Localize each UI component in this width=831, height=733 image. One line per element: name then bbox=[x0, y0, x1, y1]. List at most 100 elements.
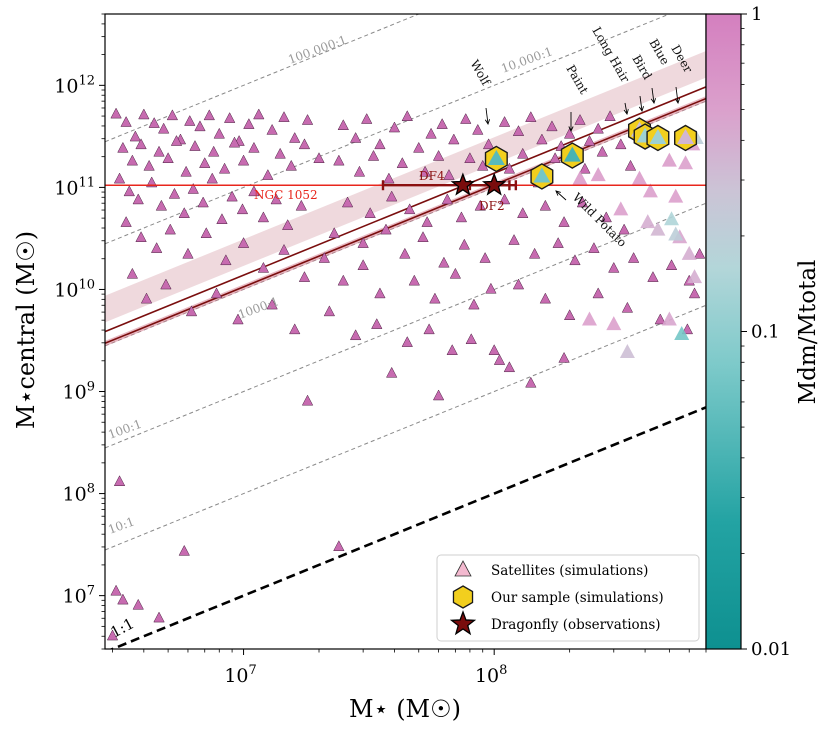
satellite-marker bbox=[539, 199, 552, 211]
satellite-marker bbox=[126, 267, 139, 279]
satellite-marker bbox=[592, 287, 604, 299]
satellite-marker bbox=[472, 123, 484, 135]
satellite-marker bbox=[401, 110, 413, 122]
satellite-marker bbox=[661, 152, 677, 167]
satellite-marker bbox=[525, 376, 537, 388]
relation-band-upper bbox=[105, 50, 706, 323]
arrow-wild-potato bbox=[555, 190, 567, 201]
satellite-marker bbox=[146, 176, 158, 188]
satellite-marker bbox=[546, 120, 558, 132]
satellite-marker bbox=[413, 141, 425, 153]
satellite-marker bbox=[126, 154, 139, 166]
legend-star-icon bbox=[449, 610, 477, 636]
satellite-marker bbox=[236, 203, 249, 215]
y-tick-label-9: 109 bbox=[63, 380, 95, 404]
satellite-marker bbox=[364, 207, 376, 218]
satellite-markers bbox=[106, 107, 706, 641]
satellite-marker bbox=[361, 113, 373, 124]
arrow-long-hair bbox=[624, 102, 628, 115]
satellite-marker bbox=[423, 323, 435, 335]
satellite-marker bbox=[464, 152, 476, 163]
sample-triangle-wolf bbox=[487, 149, 505, 165]
satellite-marker bbox=[153, 145, 165, 157]
satellite-marker bbox=[257, 261, 270, 273]
satellite-marker bbox=[647, 271, 659, 282]
satellite-marker bbox=[337, 119, 349, 131]
satellite-marker bbox=[129, 130, 142, 142]
satellite-marker bbox=[650, 221, 666, 236]
satellite-marker bbox=[223, 112, 236, 123]
satellite-marker bbox=[357, 259, 369, 270]
satellite-marker bbox=[606, 316, 622, 331]
satellite-marker bbox=[624, 159, 637, 171]
satellite-marker bbox=[185, 305, 198, 317]
satellite-marker bbox=[135, 138, 147, 150]
satellite-marker bbox=[512, 125, 525, 136]
sample-triangle-paint bbox=[563, 146, 581, 162]
satellite-marker bbox=[216, 213, 228, 224]
satellite-marker bbox=[237, 154, 250, 166]
satellite-marker bbox=[493, 354, 506, 365]
satellite-marker bbox=[189, 140, 201, 151]
satellite-marker bbox=[668, 188, 684, 203]
df2-label: DF2 bbox=[479, 199, 505, 213]
satellite-marker bbox=[572, 170, 588, 185]
ratio-line-100 bbox=[105, 202, 706, 449]
satellite-marker bbox=[153, 611, 165, 623]
satellite-marker bbox=[503, 361, 516, 373]
satellite-marker bbox=[298, 271, 311, 282]
satellite-marker bbox=[203, 109, 215, 121]
colorbar-tick-label: 1 bbox=[751, 4, 762, 25]
satellite-marker bbox=[106, 629, 119, 641]
satellite-marker bbox=[270, 193, 282, 205]
satellite-marker bbox=[298, 138, 311, 150]
satellite-marker bbox=[632, 170, 648, 185]
x-tick-label-7: 107 bbox=[224, 663, 256, 687]
satellite-marker bbox=[266, 123, 278, 135]
satellite-marker bbox=[278, 111, 290, 122]
satellite-marker bbox=[333, 540, 345, 551]
satellite-marker bbox=[182, 247, 194, 259]
satellite-marker bbox=[386, 366, 398, 378]
satellite-marker bbox=[278, 243, 290, 255]
relation-line-upper bbox=[105, 86, 706, 333]
sample-markers bbox=[484, 117, 698, 190]
satellite-marker bbox=[155, 199, 168, 211]
satellite-marker bbox=[688, 287, 701, 299]
satellite-marker bbox=[282, 219, 294, 230]
satellite-marker bbox=[474, 199, 486, 211]
satellite-marker bbox=[168, 187, 181, 199]
satellite-marker bbox=[266, 298, 278, 310]
satellite-marker bbox=[508, 234, 520, 245]
satellite-marker bbox=[425, 127, 437, 139]
satellite-marker bbox=[132, 598, 144, 610]
colorbar-tick-label: 0.1 bbox=[751, 322, 780, 343]
satellite-marker bbox=[458, 238, 470, 250]
legend-hexagon-icon bbox=[452, 585, 474, 609]
satellite-marker bbox=[674, 326, 690, 341]
legend-label: Our sample (simulations) bbox=[491, 590, 664, 606]
ratio-line-100000 bbox=[105, 14, 421, 143]
satellite-marker bbox=[579, 162, 591, 174]
arrow-wolf bbox=[485, 107, 489, 125]
y-tick-label-7: 107 bbox=[63, 584, 95, 608]
satellite-marker bbox=[465, 333, 477, 345]
satellite-marker bbox=[337, 274, 349, 286]
satellite-marker bbox=[243, 118, 255, 129]
satellite-marker bbox=[117, 593, 129, 605]
satellite-marker bbox=[164, 223, 176, 235]
colorbar-label: Mdm/Mtotal bbox=[795, 260, 821, 405]
satellite-marker bbox=[498, 193, 511, 205]
sample-triangle-deer bbox=[677, 128, 695, 144]
satellite-marker bbox=[563, 309, 576, 321]
arrow-wolf-head bbox=[484, 119, 491, 126]
colorbar: 1 0.1 0.01 Mdm/Mtotal bbox=[705, 4, 821, 660]
satellite-marker bbox=[138, 108, 150, 120]
ratio-line-1 bbox=[109, 406, 706, 649]
satellite-marker bbox=[386, 190, 398, 202]
satellite-marker bbox=[313, 152, 325, 163]
satellite-marker bbox=[404, 203, 416, 215]
satellite-marker bbox=[448, 133, 460, 145]
satellite-marker bbox=[206, 172, 218, 184]
satellite-marker bbox=[661, 311, 677, 326]
